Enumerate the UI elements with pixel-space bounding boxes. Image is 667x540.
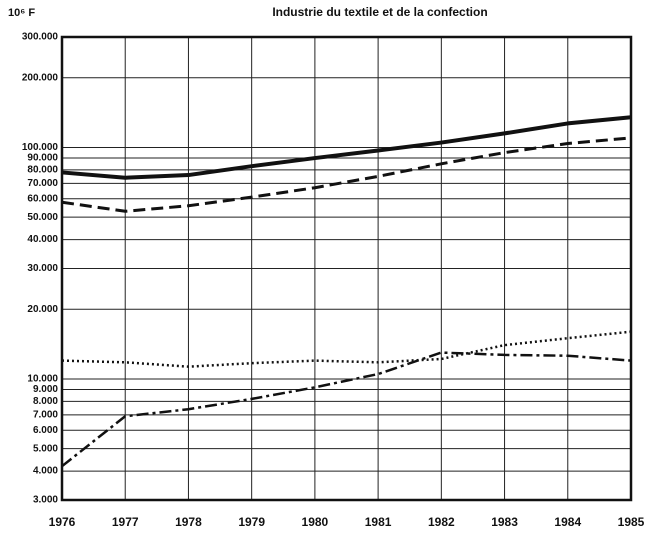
data-line bbox=[61, 330, 632, 368]
x-tick-label: 1977 bbox=[112, 515, 139, 529]
y-tick-label: 80.000 bbox=[27, 165, 58, 176]
y-tick-label: 7.000 bbox=[33, 409, 58, 420]
y-tick-label: 5.000 bbox=[33, 443, 58, 454]
x-tick-label: 1985 bbox=[618, 515, 645, 529]
data-line bbox=[61, 351, 632, 468]
x-tick-label: 1979 bbox=[238, 515, 265, 529]
y-tick-label: 3.000 bbox=[33, 495, 58, 506]
x-tick-label: 1978 bbox=[175, 515, 202, 529]
y-tick-label: 200.000 bbox=[22, 72, 59, 83]
x-tick-label: 1981 bbox=[365, 515, 392, 529]
y-tick-label: 90.000 bbox=[27, 153, 58, 164]
plot-frame bbox=[60, 35, 633, 502]
y-tick-label: 6.000 bbox=[33, 425, 58, 436]
y-tick-label: 70.000 bbox=[27, 178, 58, 189]
y-tick-label: 50.000 bbox=[27, 212, 58, 223]
y-axis-label: 10⁶ F bbox=[8, 7, 35, 19]
data-line bbox=[61, 136, 632, 213]
y-tick-label: 60.000 bbox=[27, 193, 58, 204]
x-tick-label: 1976 bbox=[49, 515, 76, 529]
x-tick-label: 1984 bbox=[554, 515, 581, 529]
chart-title: Industrie du textile et de la confection bbox=[272, 5, 487, 19]
y-tick-label: 10.000 bbox=[27, 374, 58, 385]
y-tick-label: 100.000 bbox=[22, 142, 59, 153]
y-tick-label: 40.000 bbox=[27, 234, 58, 245]
y-tick-label: 8.000 bbox=[33, 396, 58, 407]
y-tick-label: 9.000 bbox=[33, 384, 58, 395]
data-line bbox=[61, 115, 632, 180]
y-tick-label: 4.000 bbox=[33, 466, 58, 477]
x-tick-label: 1982 bbox=[428, 515, 455, 529]
y-tick-label: 20.000 bbox=[27, 304, 58, 315]
y-tick-label: 30.000 bbox=[27, 263, 58, 274]
x-tick-label: 1983 bbox=[491, 515, 518, 529]
x-tick-label: 1980 bbox=[302, 515, 329, 529]
y-tick-label: 300.000 bbox=[22, 32, 59, 43]
